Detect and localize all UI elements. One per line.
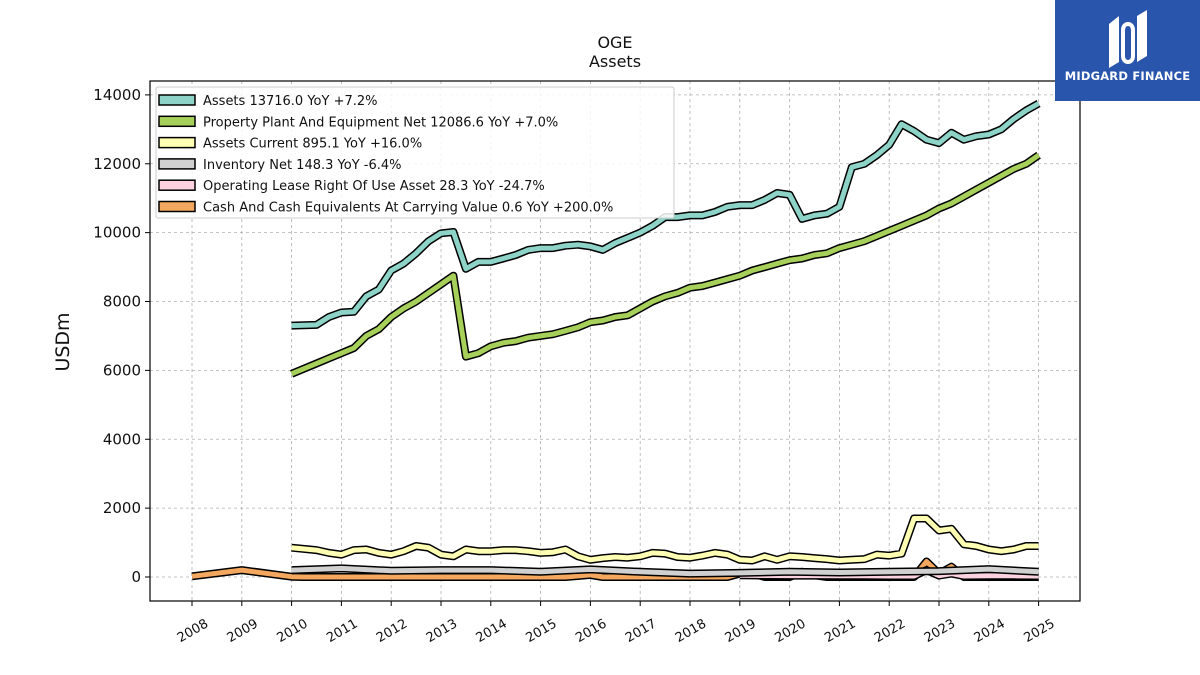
x-tick-label: 2023 (922, 616, 958, 646)
y-tick-label: 4000 (103, 430, 141, 448)
y-axis-label: USDm (52, 312, 74, 371)
series-1 (290, 151, 1041, 378)
x-tick-label: 2022 (872, 616, 908, 646)
x-tick-label: 2010 (274, 616, 310, 646)
series-3 (291, 564, 1039, 578)
legend-entry: Operating Lease Right Of Use Asset 28.3 … (203, 179, 545, 194)
x-tick-label: 2020 (772, 616, 808, 646)
legend-entry: Inventory Net 148.3 YoY -6.4% (203, 158, 402, 173)
legend-entry: Assets 13716.0 YoY +7.2% (203, 94, 378, 109)
x-tick-label: 2021 (822, 616, 858, 646)
x-tick-label: 2012 (374, 616, 410, 646)
legend-swatch (158, 158, 196, 170)
x-tick-label: 2008 (175, 616, 211, 646)
y-tick-label: 14000 (93, 86, 141, 104)
y-tick-label: 2000 (103, 499, 141, 517)
x-axis: 2008 2009 2010 2011 2012 2013 2014 2015 2016 2017… (175, 601, 1058, 646)
legend-box (155, 86, 675, 219)
legend-swatch (158, 115, 196, 128)
y-axis: 0 2000 4000 6000 8000 10000 12000 14000 (93, 86, 150, 586)
series-line (291, 565, 1039, 577)
logo-mark-icon (1109, 10, 1147, 68)
y-tick-label: 8000 (103, 293, 141, 311)
x-tick-label: 2013 (424, 616, 460, 646)
x-tick-label: 2019 (723, 616, 759, 646)
legend-swatch (158, 94, 196, 106)
x-tick-label: 2011 (324, 616, 360, 646)
x-tick-label: 2016 (573, 616, 609, 646)
y-tick-label: 12000 (93, 155, 141, 173)
legend-swatch (158, 136, 196, 149)
y-tick-label: 10000 (93, 224, 141, 242)
x-tick-label: 2014 (474, 616, 510, 646)
legend-swatch (158, 179, 196, 191)
legend-entry: Assets Current 895.1 YoY +16.0% (203, 137, 422, 152)
plot-frame (149, 80, 1081, 602)
x-tick-label: 2024 (972, 616, 1008, 646)
y-tick-label: 6000 (103, 361, 141, 379)
legend-swatch (158, 200, 196, 213)
chart-subtitle: Assets (589, 52, 641, 71)
series-line (290, 153, 1041, 377)
chart-title: OGE (597, 33, 632, 52)
x-tick-label: 2025 (1021, 616, 1057, 646)
y-tick-label: 0 (131, 568, 141, 586)
x-tick-label: 2017 (623, 616, 659, 646)
x-tick-label: 2018 (673, 616, 709, 646)
x-tick-label: 2009 (225, 616, 261, 646)
brand-logo: MIDGARD FINANCE (1055, 0, 1200, 101)
series-layer (191, 100, 1041, 581)
legend-entry: Property Plant And Equipment Net 12086.6… (203, 115, 558, 130)
x-tick-label: 2015 (523, 616, 559, 646)
series-line (291, 516, 1039, 563)
legend: Assets 13716.0 YoY +7.2% Property Plant A… (155, 86, 675, 219)
brand-name: MIDGARD FINANCE (1064, 69, 1191, 83)
legend-entry: Cash And Cash Equivalents At Carrying Va… (203, 201, 613, 216)
series-2 (291, 514, 1039, 565)
